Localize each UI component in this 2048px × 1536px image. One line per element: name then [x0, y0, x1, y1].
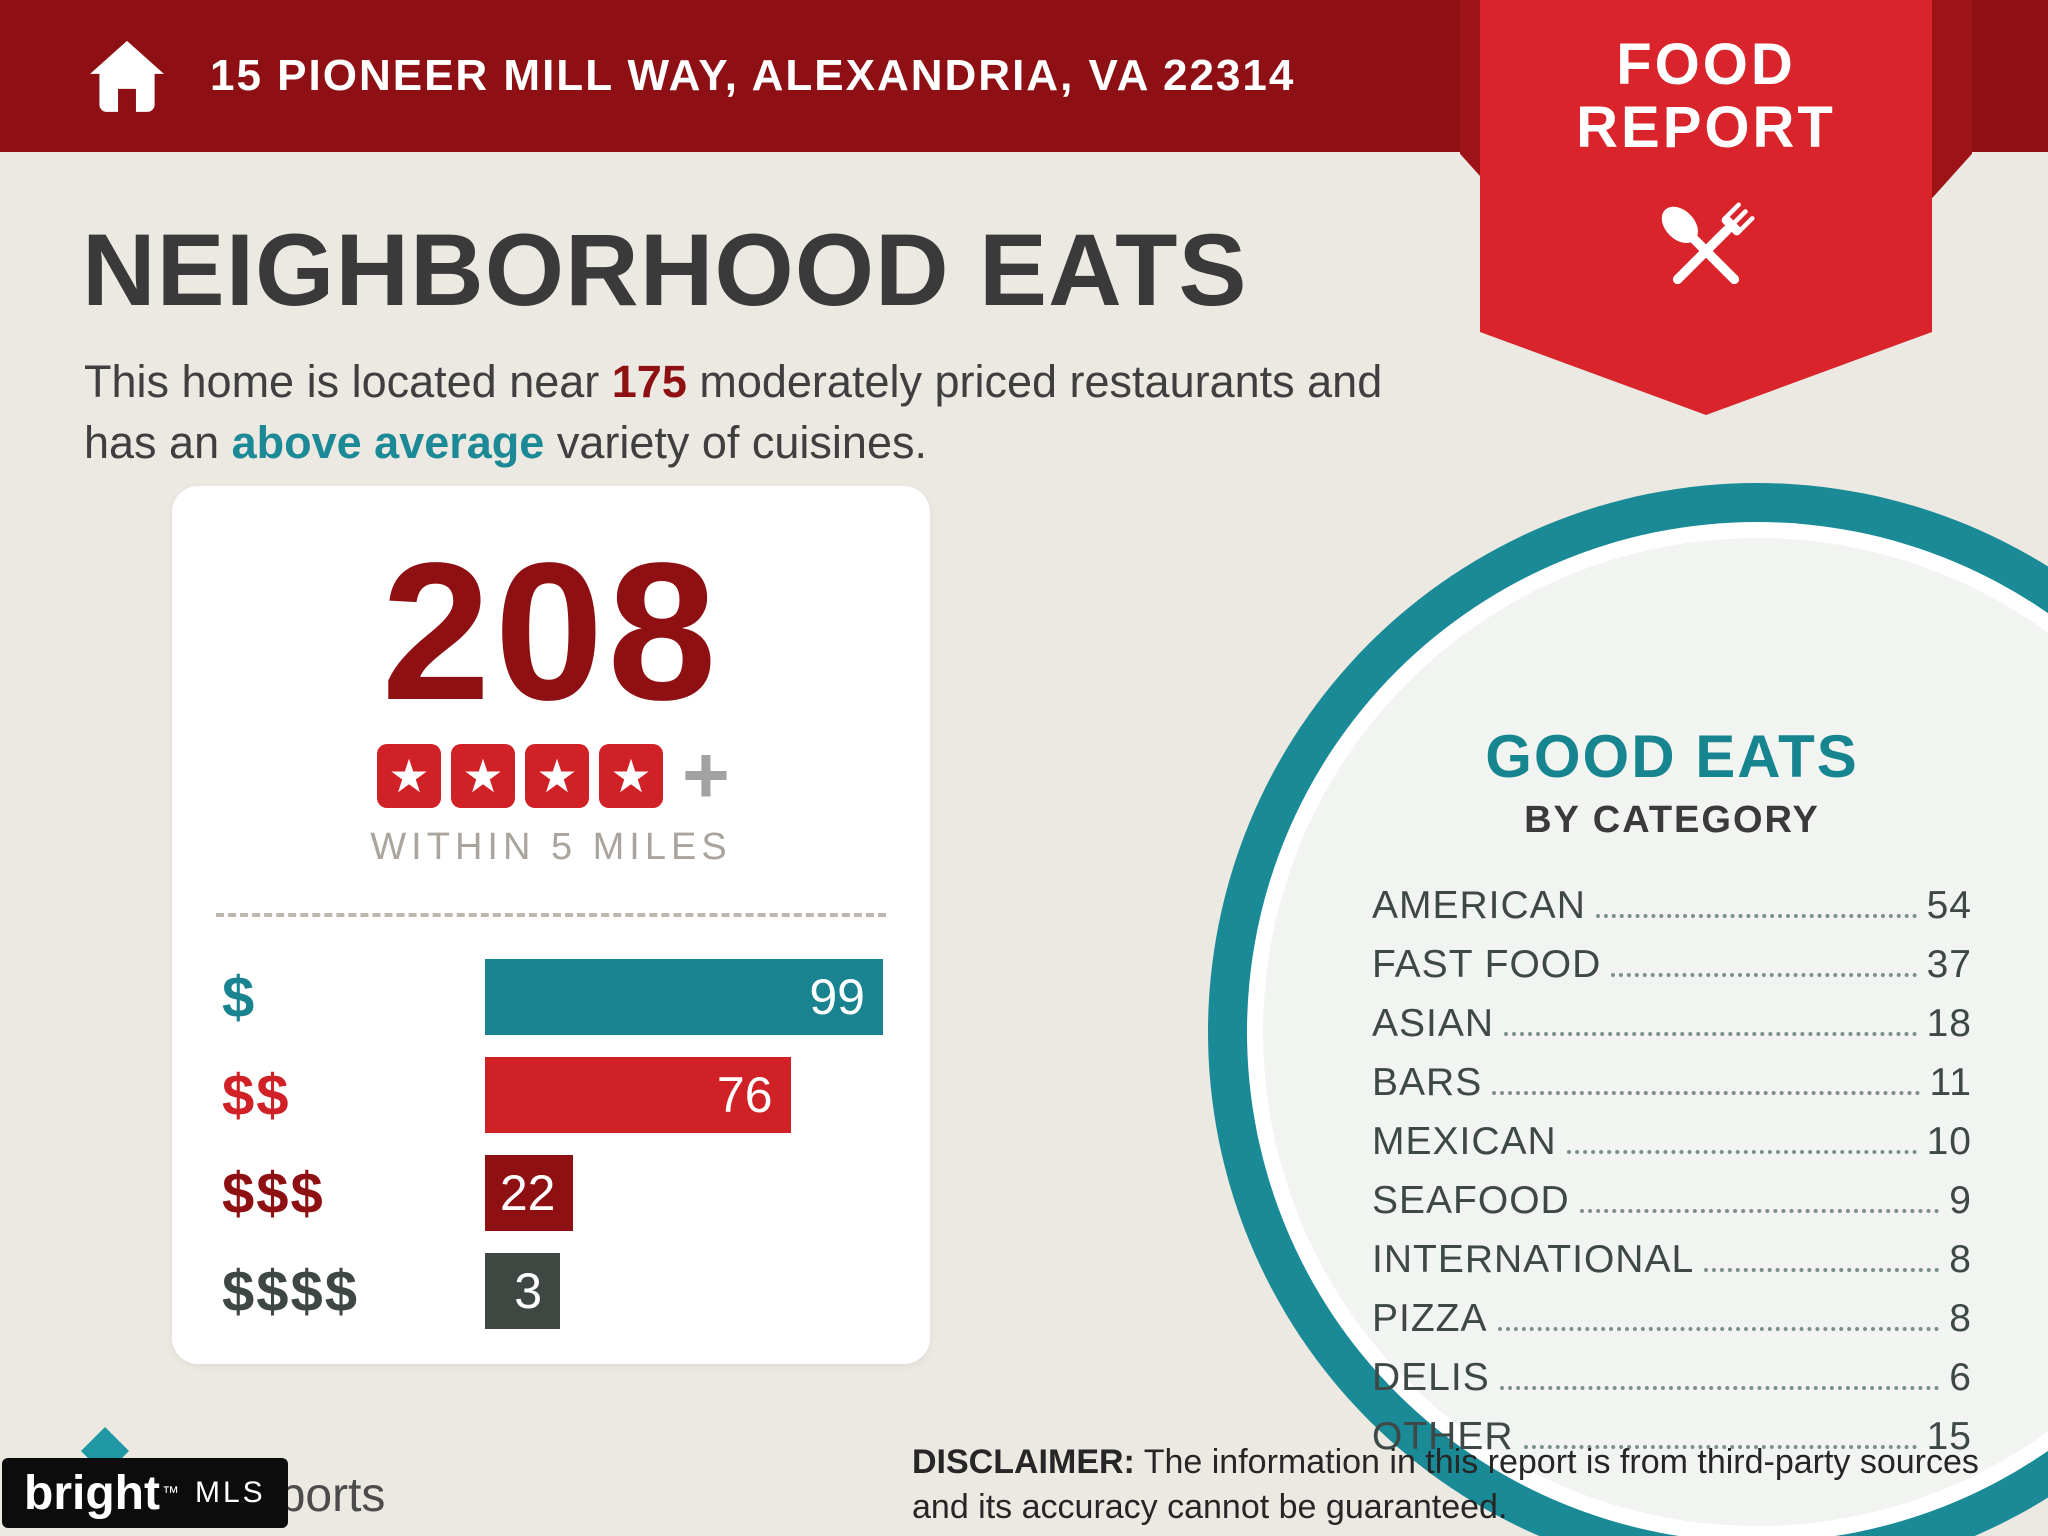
price-tier-label: $$$$	[222, 1258, 360, 1324]
trademark-symbol: ™	[161, 1483, 179, 1502]
dot-leader	[1611, 973, 1917, 977]
category-row: BARS 11	[1372, 1061, 1972, 1105]
category-row: AMERICAN 54	[1372, 884, 1972, 928]
category-value: 15	[1926, 1415, 1972, 1458]
category-row: ASIAN 18	[1372, 1002, 1972, 1046]
good-eats-title: GOOD EATS	[1485, 723, 1859, 790]
dot-leader	[1595, 914, 1917, 918]
category-value: 11	[1929, 1061, 1972, 1104]
price-tier-bar: 3	[485, 1253, 560, 1329]
badge-line-2: REPORT	[1576, 94, 1836, 160]
category-value: 6	[1949, 1356, 1972, 1399]
star-tiles: ★ ★ ★ ★	[372, 744, 668, 808]
price-tier-row: $$$ 22	[222, 1155, 930, 1231]
intro-text: This home is located near 175 moderately…	[84, 352, 1424, 474]
category-row: FAST FOOD 37	[1372, 943, 1972, 987]
price-tier-row: $$$$ 3	[222, 1253, 930, 1329]
price-tier-row: $99	[222, 959, 930, 1035]
category-value: 37	[1926, 943, 1972, 986]
page-title: NEIGHBORHOOD EATS	[82, 213, 1248, 327]
category-label: DELIS	[1372, 1356, 1490, 1399]
disclaimer-text: The information in this report is from t…	[912, 1443, 1979, 1526]
category-value: 8	[1949, 1297, 1972, 1340]
category-row: PIZZA 8	[1372, 1297, 1972, 1341]
category-label: ASIAN	[1372, 1002, 1495, 1045]
radius-label: WITHIN 5 MILES	[370, 826, 732, 868]
price-tier-row: $$ 76	[222, 1057, 930, 1133]
category-label: MEXICAN	[1372, 1120, 1557, 1163]
dot-leader	[1704, 1268, 1940, 1272]
category-label: FAST FOOD	[1372, 943, 1602, 986]
property-address: 15 PIONEER MILL WAY, ALEXANDRIA, VA 2231…	[210, 51, 1296, 100]
category-value: 8	[1949, 1238, 1972, 1281]
total-restaurants: 208	[381, 522, 721, 741]
category-label: OTHER	[1372, 1415, 1514, 1458]
category-label: AMERICAN	[1372, 884, 1586, 927]
star-icon: ★	[525, 744, 590, 808]
intro-post: variety of cuisines.	[544, 416, 927, 468]
price-tier-value: 76	[716, 1067, 773, 1123]
dot-leader	[1504, 1032, 1917, 1036]
variety-highlight: above average	[231, 416, 545, 468]
dot-leader	[1579, 1209, 1940, 1213]
intro-pre: This home is located near	[84, 356, 612, 407]
category-value: 9	[1949, 1179, 1972, 1222]
ribbon-flap-right	[1926, 0, 1972, 205]
category-label: SEAFOOD	[1372, 1179, 1570, 1222]
bright-mls-watermark: bright ™ MLS	[2, 1458, 288, 1528]
summary-card: 208 ★ ★ ★ ★ + WITHIN 5 MILES $99 $$ 76 $$$ 22 $$…	[172, 486, 930, 1364]
category-label: PIZZA	[1372, 1297, 1488, 1340]
dot-leader	[1492, 1091, 1920, 1095]
price-tier-bar: 99	[485, 959, 883, 1035]
plus-sign: +	[682, 730, 730, 821]
star-icon: ★	[451, 744, 516, 808]
badge-line-1: FOOD	[1616, 32, 1796, 97]
category-row: DELIS 6	[1372, 1356, 1972, 1400]
good-eats-panel: GOOD EATS BY CATEGORY AMERICAN 54 FAST FOO…	[1372, 722, 1972, 1474]
category-value: 18	[1926, 1002, 1972, 1045]
category-row: OTHER 15	[1372, 1415, 1972, 1459]
dot-leader	[1497, 1327, 1940, 1331]
star-icon: ★	[377, 744, 442, 808]
dot-leader	[1566, 1150, 1917, 1154]
category-row: SEAFOOD 9	[1372, 1179, 1972, 1223]
category-list: AMERICAN 54 FAST FOOD 37 ASIAN 18 BARS 11 MEXICA…	[1372, 884, 1972, 1459]
brand-name: bright	[24, 1466, 160, 1520]
category-row: INTERNATIONAL 8	[1372, 1238, 1972, 1282]
price-tier-value: 99	[809, 969, 865, 1025]
price-tier-bar: 22	[485, 1155, 574, 1231]
category-value: 10	[1926, 1120, 1972, 1163]
disclaimer: DISCLAIMER: The information in this repo…	[912, 1440, 1987, 1530]
price-tier-label: $	[222, 964, 257, 1030]
intro-mid: moderately priced restaurants and has an	[84, 356, 1383, 468]
disclaimer-label: DISCLAIMER:	[912, 1443, 1135, 1481]
dot-leader	[1523, 1445, 1917, 1449]
price-tier-label: $$	[222, 1062, 291, 1128]
star-icon: ★	[599, 744, 664, 808]
price-tier-label: $$$	[222, 1160, 325, 1226]
category-value: 54	[1926, 884, 1972, 927]
price-tier-bar: 76	[485, 1057, 791, 1133]
star-rating: ★ ★ ★ ★ +	[172, 730, 930, 821]
home-icon	[90, 40, 164, 112]
dashed-divider	[216, 913, 886, 917]
category-label: INTERNATIONAL	[1372, 1238, 1695, 1281]
category-row: MEXICAN 10	[1372, 1120, 1972, 1164]
dot-leader	[1499, 1386, 1940, 1390]
brand-mls: MLS	[194, 1476, 266, 1509]
price-tier-value: 3	[514, 1263, 542, 1319]
price-tier-value: 22	[499, 1165, 556, 1221]
category-label: BARS	[1372, 1061, 1483, 1104]
price-tier-bar-chart: $99 $$ 76 $$$ 22 $$$$ 3	[222, 959, 930, 1329]
food-report-badge: FOOD REPORT	[1480, 0, 1932, 415]
crossed-spoon-fork-icon	[1661, 202, 1755, 285]
restaurant-count: 175	[611, 356, 687, 407]
good-eats-subtitle: BY CATEGORY	[1524, 799, 1820, 841]
